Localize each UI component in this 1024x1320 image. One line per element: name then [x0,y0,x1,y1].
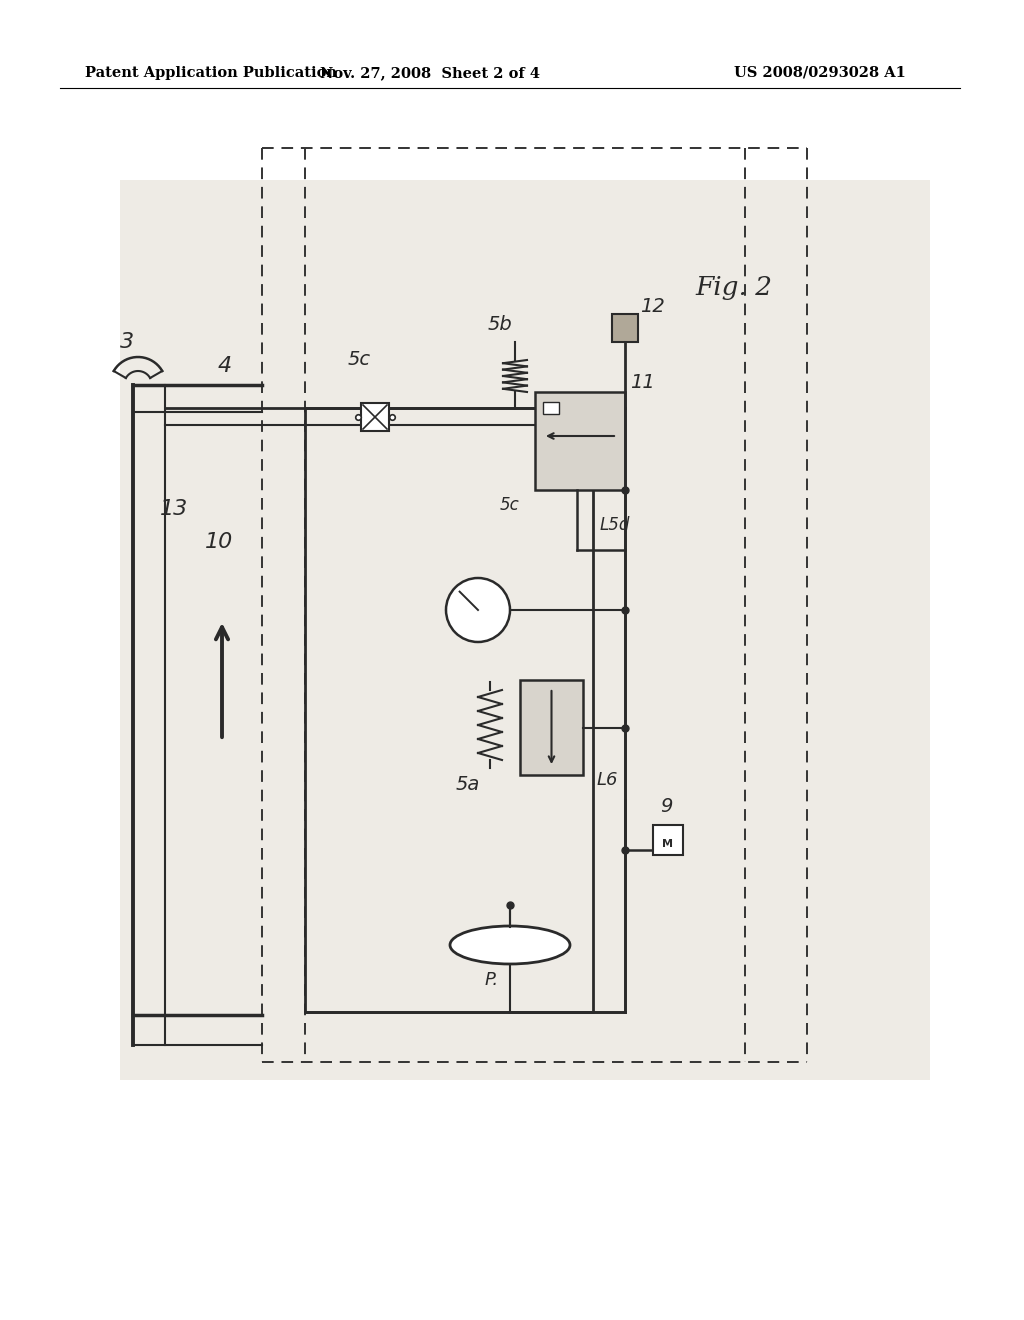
Bar [612,314,638,342]
Text: 13: 13 [160,499,188,519]
Text: US 2008/0293028 A1: US 2008/0293028 A1 [734,66,906,81]
Bar [120,180,930,1080]
Text: 3: 3 [120,333,134,352]
Text: L5d: L5d [600,516,631,535]
Text: 10: 10 [205,532,233,552]
Bar [520,680,583,775]
Text: Fig. 2: Fig. 2 [695,275,772,300]
Text: M: M [662,840,673,849]
Text: 5c: 5c [348,350,371,370]
Bar [543,403,559,414]
Text: 4: 4 [218,356,232,376]
Text: P.: P. [485,972,499,989]
Text: L6: L6 [597,771,618,789]
Text: Patent Application Publication: Patent Application Publication [85,66,337,81]
Text: 5a: 5a [456,775,480,795]
Text: 12: 12 [640,297,665,315]
Text: Nov. 27, 2008  Sheet 2 of 4: Nov. 27, 2008 Sheet 2 of 4 [319,66,540,81]
Bar [361,403,389,432]
Ellipse shape [450,927,570,964]
Text: 9: 9 [660,797,673,816]
Text: 11: 11 [630,374,654,392]
Bar [535,392,625,490]
Circle shape [446,578,510,642]
Bar [653,825,683,855]
Text: 5c: 5c [500,496,520,513]
Text: 5b: 5b [488,315,513,334]
